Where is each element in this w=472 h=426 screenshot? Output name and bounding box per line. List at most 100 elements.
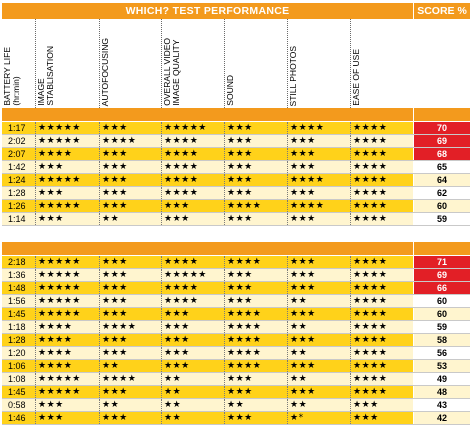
ease-of-use-cell: ★★★	[350, 399, 413, 411]
still-photos-cell: ★★	[287, 321, 350, 333]
score-cell: 43	[414, 399, 470, 411]
video-quality-cell: ★★★★	[161, 161, 224, 173]
sound-cell: ★★★	[224, 135, 287, 147]
col-still-photos-label: STILL PHOTOS	[288, 45, 298, 106]
group-band-score	[414, 242, 470, 255]
video-quality-cell: ★★	[161, 412, 224, 424]
score-header: SCORE %	[414, 3, 470, 19]
row-background	[2, 269, 413, 281]
col-overall-video: OVERALL VIDEO IMAGE QUALITY	[161, 19, 224, 108]
col-still-photos: STILL PHOTOS	[287, 19, 350, 108]
video-quality-cell: ★★★★★	[161, 269, 224, 281]
autofocusing-cell: ★★★	[99, 269, 161, 281]
table-row: 1:18 ★★★★ ★★★★ ★★★ ★★★★ ★★ ★★★★ 59	[2, 321, 470, 333]
row-background	[2, 122, 413, 134]
row-divider	[2, 346, 470, 347]
table-row: 1:48 ★★★★★ ★★★ ★★★★ ★★★ ★★★ ★★★★ 66	[2, 282, 470, 294]
score-cell: 53	[414, 360, 470, 372]
image-stabilisation-cell: ★★★★★	[35, 308, 99, 320]
battery-life-cell: 1:46	[8, 413, 26, 423]
table-row: 2:07 ★★★★ ★★★ ★★★★ ★★★ ★★★ ★★★★ 68	[2, 148, 470, 160]
row-divider	[2, 268, 470, 269]
col-ease-of-use: EASE OF USE	[350, 19, 413, 108]
battery-life-cell: 1:36	[8, 270, 26, 280]
row-divider	[2, 307, 470, 308]
table-row: 1:26 ★★★★★ ★★★ ★★★ ★★★★ ★★★★ ★★★★ 60	[2, 200, 470, 212]
row-background	[2, 200, 413, 212]
score-cell: 70	[414, 122, 470, 134]
sound-cell: ★★★	[224, 373, 287, 385]
autofocusing-cell: ★★★★	[99, 321, 161, 333]
row-divider	[2, 173, 470, 174]
table-row: 1:28 ★★★ ★★★ ★★★★ ★★★ ★★★ ★★★★ 62	[2, 187, 470, 199]
ease-of-use-cell: ★★★★	[350, 347, 413, 359]
video-quality-cell: ★★★★	[161, 187, 224, 199]
image-stabilisation-cell: ★★★★★	[35, 373, 99, 385]
table-title: WHICH? TEST PERFORMANCE	[2, 3, 413, 19]
col-sound-label: SOUND	[225, 75, 235, 106]
row-background	[2, 282, 413, 294]
battery-life-cell: 1:17	[8, 123, 26, 133]
group-band	[2, 108, 413, 121]
battery-life-cell: 1:45	[8, 387, 26, 397]
row-divider	[2, 212, 470, 213]
still-photos-cell: ★★★	[287, 256, 350, 268]
autofocusing-cell: ★★★	[99, 308, 161, 320]
battery-life-cell: 1:26	[8, 201, 26, 211]
image-stabilisation-cell: ★★★	[35, 213, 99, 225]
battery-life-cell: 1:08	[8, 374, 26, 384]
col-battery-life-label: BATTERY LIFE (hr:min)	[2, 47, 21, 106]
battery-life-cell: 1:24	[8, 175, 26, 185]
still-photos-cell: ★★★	[287, 187, 350, 199]
row-divider	[2, 359, 470, 360]
autofocusing-cell: ★★★	[99, 187, 161, 199]
video-quality-cell: ★★★★	[161, 295, 224, 307]
ease-of-use-cell: ★★★★	[350, 256, 413, 268]
row-divider	[2, 372, 470, 373]
autofocusing-cell: ★★★	[99, 174, 161, 186]
row-background	[2, 256, 413, 268]
row-divider	[2, 134, 470, 135]
image-stabilisation-cell: ★★★★	[35, 321, 99, 333]
row-background	[2, 135, 413, 147]
battery-life-cell: 1:18	[8, 322, 26, 332]
row-background	[2, 334, 413, 346]
table-row: 1:28 ★★★★ ★★★ ★★★ ★★★★ ★★★ ★★★★ 58	[2, 334, 470, 346]
row-background	[2, 308, 413, 320]
still-photos-cell: ★★★★	[287, 122, 350, 134]
row-divider	[2, 424, 470, 425]
score-cell: 65	[414, 161, 470, 173]
video-quality-cell: ★★★★	[161, 282, 224, 294]
table-row: 1:36 ★★★★★ ★★★ ★★★★★ ★★★ ★★★ ★★★★ 69	[2, 269, 470, 281]
autofocusing-cell: ★★	[99, 213, 161, 225]
table-row: 2:18 ★★★★★ ★★★ ★★★★ ★★★★ ★★★ ★★★★ 71	[2, 256, 470, 268]
image-stabilisation-cell: ★★★	[35, 161, 99, 173]
autofocusing-cell: ★★★	[99, 347, 161, 359]
col-sound: SOUND	[224, 19, 287, 108]
sound-cell: ★★★	[224, 187, 287, 199]
image-stabilisation-cell: ★★★	[35, 412, 99, 424]
sound-cell: ★★★★	[224, 200, 287, 212]
sound-cell: ★★★	[224, 174, 287, 186]
row-divider	[2, 385, 470, 386]
still-photos-cell: ★★★	[287, 161, 350, 173]
row-background	[2, 321, 413, 333]
score-cell: 71	[414, 256, 470, 268]
row-divider	[2, 160, 470, 161]
row-background	[2, 295, 413, 307]
battery-life-cell: 0:58	[8, 400, 26, 410]
score-cell: 68	[414, 148, 470, 160]
ease-of-use-cell: ★★★★	[350, 334, 413, 346]
row-divider	[2, 186, 470, 187]
ease-of-use-cell: ★★★★	[350, 308, 413, 320]
ease-of-use-cell: ★★★★	[350, 161, 413, 173]
table-row: 1:56 ★★★★★ ★★★ ★★★★ ★★★ ★★ ★★★★ 60	[2, 295, 470, 307]
autofocusing-cell: ★★★	[99, 148, 161, 160]
video-quality-cell: ★★★★★	[161, 122, 224, 134]
video-quality-cell: ★★★	[161, 334, 224, 346]
video-quality-cell: ★★★★	[161, 256, 224, 268]
ease-of-use-cell: ★★★★	[350, 269, 413, 281]
image-stabilisation-cell: ★★★★★	[35, 174, 99, 186]
autofocusing-cell: ★★	[99, 360, 161, 372]
